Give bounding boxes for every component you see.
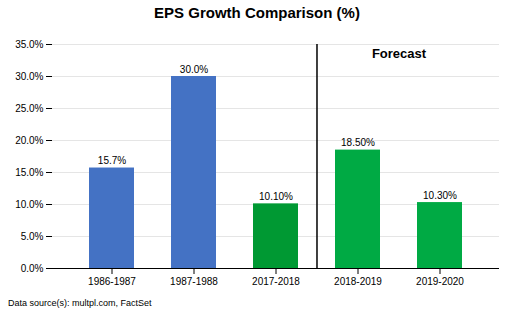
svg-text:25.0%: 25.0%: [15, 103, 43, 114]
svg-text:18.50%: 18.50%: [341, 137, 375, 148]
svg-text:10.30%: 10.30%: [423, 190, 457, 201]
svg-text:2018-2019: 2018-2019: [334, 276, 382, 287]
svg-text:1987-1988: 1987-1988: [170, 276, 218, 287]
svg-text:15.0%: 15.0%: [15, 167, 43, 178]
svg-text:35.0%: 35.0%: [15, 39, 43, 50]
svg-text:Forecast: Forecast: [372, 46, 427, 61]
svg-text:2017-2018: 2017-2018: [252, 276, 300, 287]
svg-text:0.0%: 0.0%: [21, 263, 44, 274]
svg-text:10.0%: 10.0%: [15, 199, 43, 210]
svg-text:30.0%: 30.0%: [180, 64, 208, 75]
html-text:Data source(s): multpl.com, Fa: Data source(s): multpl.com, FactSet: [8, 298, 152, 308]
svg-text:5.0%: 5.0%: [21, 231, 44, 242]
svg-text:1986-1987: 1986-1987: [88, 276, 136, 287]
svg-text:30.0%: 30.0%: [15, 71, 43, 82]
svg-text:15.7%: 15.7%: [98, 155, 126, 166]
svg-text:20.0%: 20.0%: [15, 135, 43, 146]
svg-text:10.10%: 10.10%: [259, 191, 293, 202]
svg-text:2019-2020: 2019-2020: [416, 276, 464, 287]
html-text:EPS Growth Comparison (%): EPS Growth Comparison (%): [154, 4, 360, 21]
